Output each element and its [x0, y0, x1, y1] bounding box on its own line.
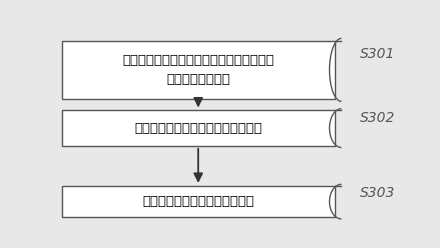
- Text: S303: S303: [360, 186, 396, 200]
- Text: 通过霍夫变换检测两个圆心位置: 通过霍夫变换检测两个圆心位置: [142, 195, 254, 208]
- Text: S301: S301: [360, 47, 396, 61]
- Text: 对人脸检测后的人脸图像设置感兴趣区域，
并进行图像二値化: 对人脸检测后的人脸图像设置感兴趣区域， 并进行图像二値化: [122, 54, 274, 86]
- Bar: [62, 110, 334, 146]
- Text: S302: S302: [360, 111, 396, 125]
- Text: 对二値化后的人脸图像进行边缘检测: 对二値化后的人脸图像进行边缘检测: [134, 122, 262, 135]
- Bar: [62, 41, 334, 98]
- Bar: [62, 186, 334, 217]
